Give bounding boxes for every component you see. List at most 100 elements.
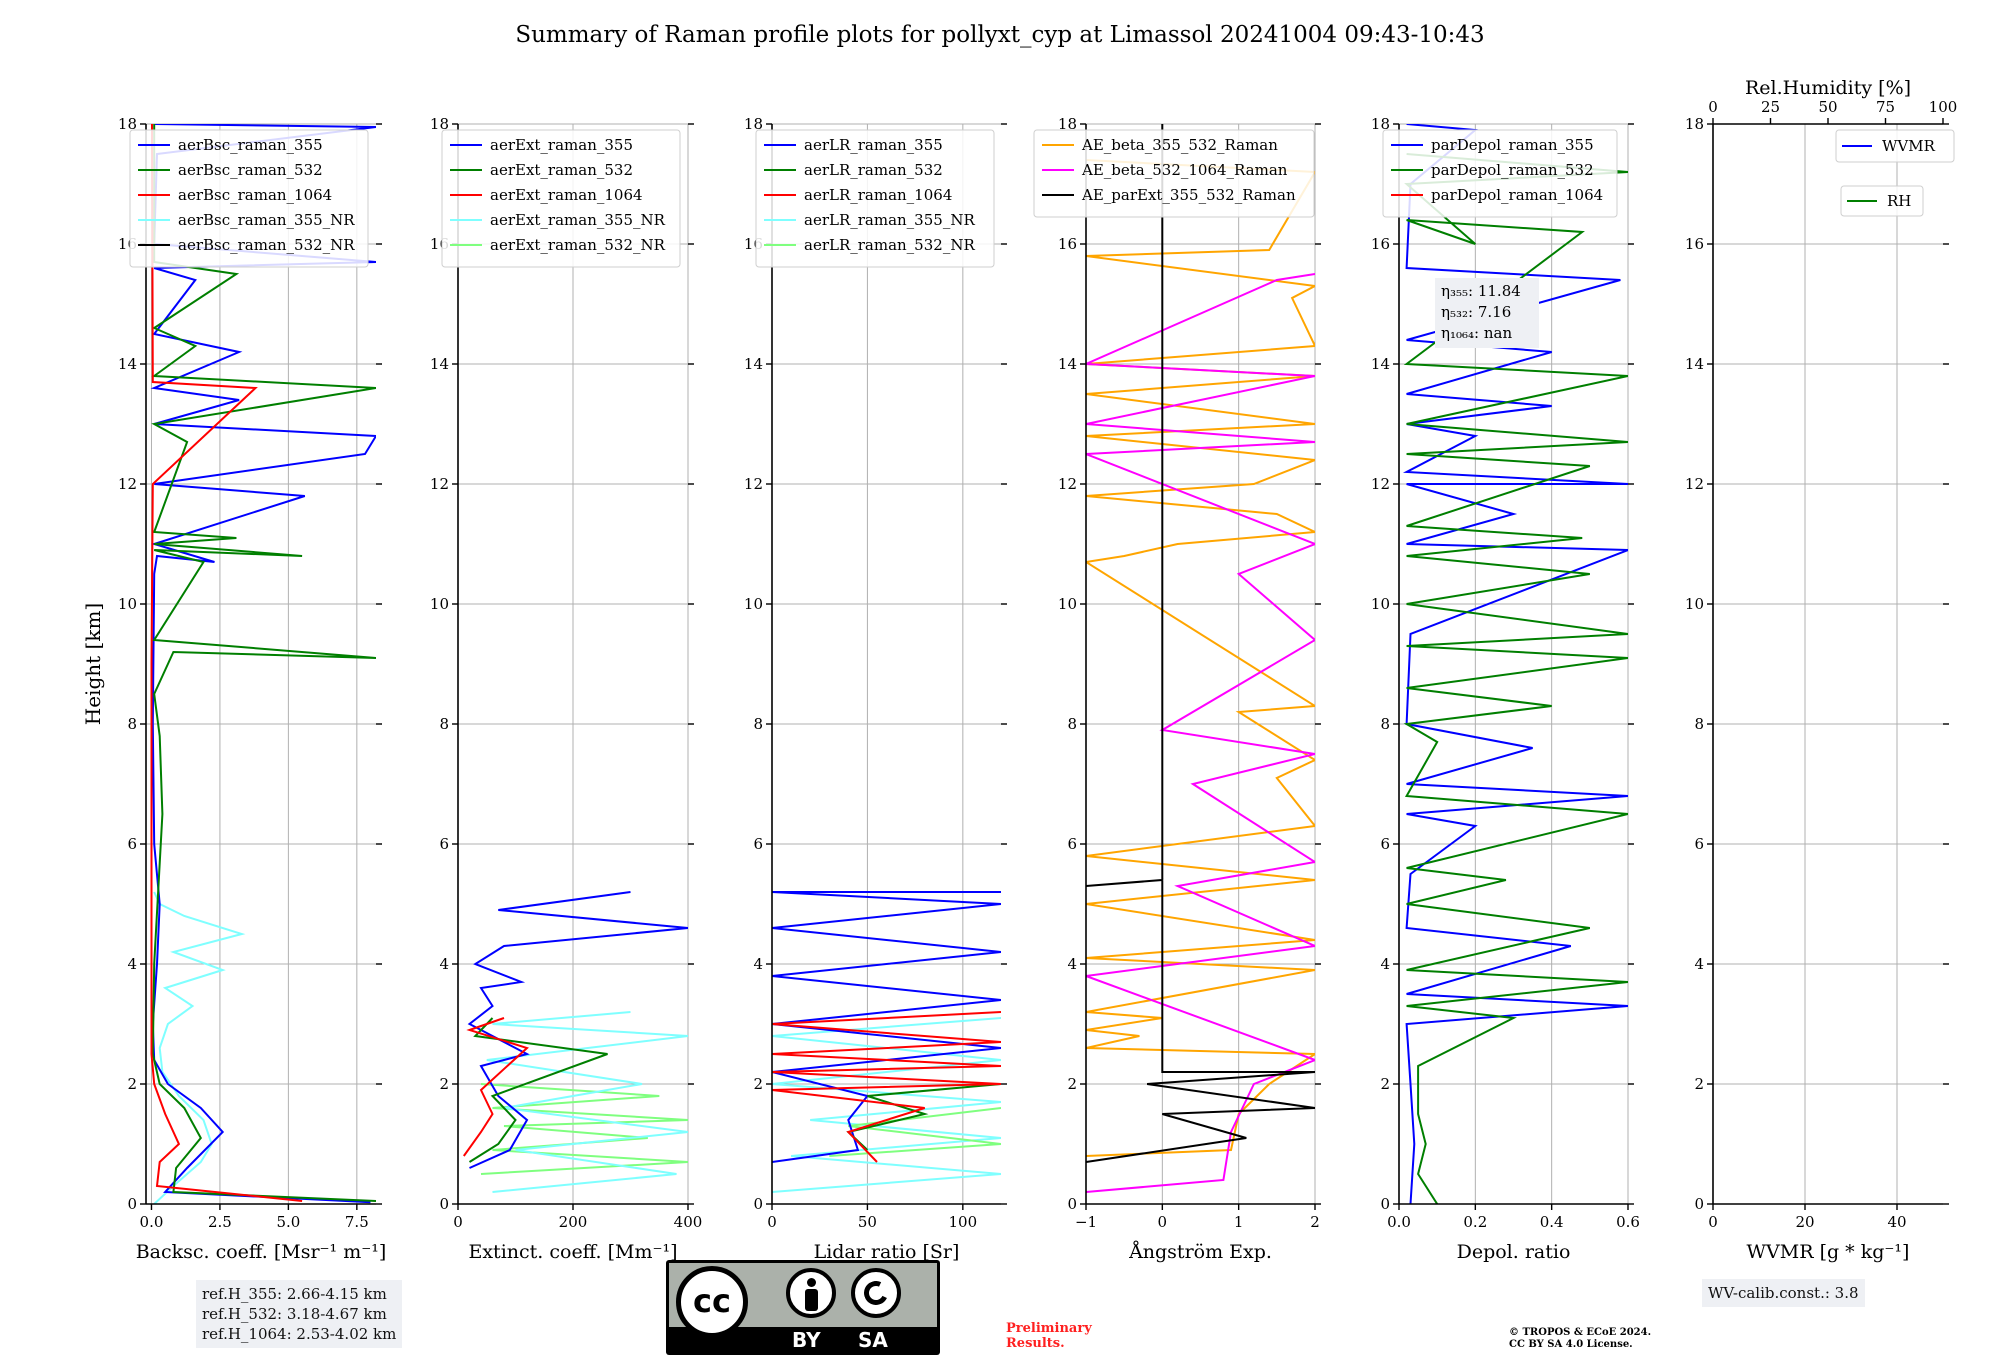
lr-legend-label: aerLR_raman_1064 (804, 186, 952, 204)
ae-y-tick-label: 6 (1067, 835, 1077, 853)
ae-x-tick-label: 1 (1234, 1213, 1244, 1231)
ext-y-tick-label: 6 (439, 835, 449, 853)
dep-y-tick-label: 8 (1380, 715, 1390, 733)
wv-calibration-box: WV-calib.const.: 3.8 (1702, 1279, 1865, 1307)
ae-y-tick-label: 2 (1067, 1075, 1077, 1093)
ext-y-tick-label: 2 (439, 1075, 449, 1093)
bsc-legend-label: aerBsc_raman_532_NR (178, 236, 355, 254)
bsc-y-tick-label: 0 (127, 1195, 137, 1213)
bsc-y-tick-label: 6 (127, 835, 137, 853)
ae-y-tick-label: 8 (1067, 715, 1077, 733)
y-axis-label: Height [km] (81, 603, 105, 725)
preliminary-line-2: Results. (1006, 1336, 1065, 1351)
wv-calibration-constant: WV-calib.const.: 3.8 (1708, 1284, 1859, 1302)
ext-y-tick-label: 4 (439, 955, 449, 973)
dep-y-tick-label: 10 (1371, 595, 1390, 613)
ext-legend-label: aerExt_raman_532_NR (490, 236, 666, 254)
dep-legend-label: parDepol_raman_1064 (1431, 186, 1603, 204)
wv-x-tick-label: 40 (1887, 1213, 1906, 1231)
dep-annotation-line: η₃₅₅: 11.84 (1441, 282, 1521, 300)
ae-legend-label: AE_parExt_355_532_Raman (1081, 186, 1296, 204)
wv-x-axis-label: WVMR [g * kg⁻¹] (1747, 1241, 1910, 1263)
dep-y-tick-label: 16 (1371, 235, 1390, 253)
ext-series-aerExt_raman_355_NR (486, 1011, 688, 1193)
bsc-x-tick-label: 0.0 (140, 1213, 164, 1231)
ae-x-tick-label: −1 (1075, 1213, 1097, 1231)
ae-y-tick-label: 12 (1058, 475, 1077, 493)
share-alike-icon (851, 1268, 901, 1318)
dep-series-parDepol_raman_532 (1403, 153, 1628, 1204)
bsc-series-aerBsc_raman_355_NR (153, 891, 246, 1204)
preliminary-results-note: Preliminary Results. (1006, 1321, 1092, 1351)
bsc-legend-label: aerBsc_raman_355 (178, 136, 323, 154)
ae-y-tick-label: 4 (1067, 955, 1077, 973)
ext-series-aerExt_raman_532_NR (480, 1083, 688, 1175)
wv-legend-box (1835, 129, 1955, 163)
wv-top-x-tick-label: 25 (1761, 98, 1780, 116)
bsc-x-tick-label: 5.0 (276, 1213, 300, 1231)
wv-y-tick-label: 0 (1694, 1195, 1704, 1213)
cc-text: cc (693, 1282, 731, 1320)
ext-legend-label: aerExt_raman_355_NR (490, 211, 666, 229)
ref-height-1064: ref.H_1064: 2.53-4.02 km (202, 1325, 397, 1343)
bsc-y-tick-label: 18 (118, 115, 137, 133)
bsc-y-tick-label: 12 (118, 475, 137, 493)
dep-x-axis-label: Depol. ratio (1457, 1241, 1571, 1263)
bsc-y-tick-label: 2 (127, 1075, 137, 1093)
ext-x-tick-label: 0 (453, 1213, 463, 1231)
dep-y-tick-label: 14 (1371, 355, 1390, 373)
bsc-legend-box (129, 129, 369, 268)
figure-title: Summary of Raman profile plots for polly… (515, 22, 1485, 48)
ext-series-aerExt_raman_532 (468, 1017, 608, 1163)
lr-y-tick-label: 6 (753, 835, 763, 853)
bsc-legend-label: aerBsc_raman_355_NR (178, 211, 355, 229)
cc-license-logo: cc BY SA (666, 1260, 940, 1355)
ext-series-aerExt_raman_1064 (462, 1017, 529, 1157)
lr-x-tick-label: 50 (858, 1213, 877, 1231)
dep-x-tick-label: 0.6 (1616, 1213, 1640, 1231)
lr-legend-label: aerLR_raman_532 (804, 161, 943, 179)
lr-x-tick-label: 0 (767, 1213, 777, 1231)
bsc-legend-label: aerBsc_raman_1064 (178, 186, 332, 204)
bsc-y-tick-label: 8 (127, 715, 137, 733)
lr-legend-box (755, 129, 995, 268)
lr-y-tick-label: 0 (753, 1195, 763, 1213)
dep-x-tick-label: 0.0 (1387, 1213, 1411, 1231)
ae-legend-label: AE_beta_355_532_Raman (1081, 136, 1278, 154)
bsc-series-aerBsc_raman_1064 (150, 124, 303, 1202)
wv-top-axis-label: Rel.Humidity [%] (1745, 77, 1911, 99)
wv-top-x-tick-label: 0 (1708, 98, 1718, 116)
copyright-line-1: © TROPOS & ECoE 2024. (1509, 1327, 1652, 1338)
ae-y-tick-label: 18 (1058, 115, 1077, 133)
ae-legend-box (1033, 129, 1315, 218)
ae-y-tick-label: 0 (1067, 1195, 1077, 1213)
wv-y-tick-label: 2 (1694, 1075, 1704, 1093)
lr-x-axis-label: Lidar ratio [Sr] (814, 1241, 960, 1263)
ext-legend-label: aerExt_raman_532 (490, 161, 633, 179)
ext-legend-label: aerExt_raman_355 (490, 136, 633, 154)
dep-y-tick-label: 18 (1371, 115, 1390, 133)
wv-x-tick-label: 0 (1708, 1213, 1718, 1231)
dep-legend-label: parDepol_raman_355 (1431, 136, 1594, 154)
cc-icon: cc (676, 1266, 748, 1338)
dep-legend-label: parDepol_raman_532 (1431, 161, 1594, 179)
license-sa-label: SA (858, 1328, 888, 1352)
dep-annotation-line: η₁₀₆₄: nan (1441, 324, 1512, 342)
copyright-line-2: CC BY SA 4.0 License. (1509, 1339, 1633, 1350)
ext-y-tick-label: 18 (430, 115, 449, 133)
lr-x-tick-label: 100 (949, 1213, 978, 1231)
dep-annotation-box (1435, 278, 1539, 348)
bsc-x-tick-label: 7.5 (345, 1213, 369, 1231)
wv-y-tick-label: 10 (1685, 595, 1704, 613)
dep-x-tick-label: 0.2 (1463, 1213, 1487, 1231)
bsc-series-aerBsc_raman_355 (150, 124, 376, 1204)
lr-y-tick-label: 8 (753, 715, 763, 733)
license-by-label: BY (792, 1328, 821, 1352)
reference-height-box: ref.H_355: 2.66-4.15 km ref.H_532: 3.18-… (196, 1280, 403, 1348)
ae-x-tick-label: 2 (1310, 1213, 1320, 1231)
ext-y-tick-label: 10 (430, 595, 449, 613)
dep-annotation-line: η₅₃₂: 7.16 (1441, 303, 1511, 321)
dep-x-tick-label: 0.4 (1540, 1213, 1564, 1231)
dep-y-tick-label: 0 (1380, 1195, 1390, 1213)
